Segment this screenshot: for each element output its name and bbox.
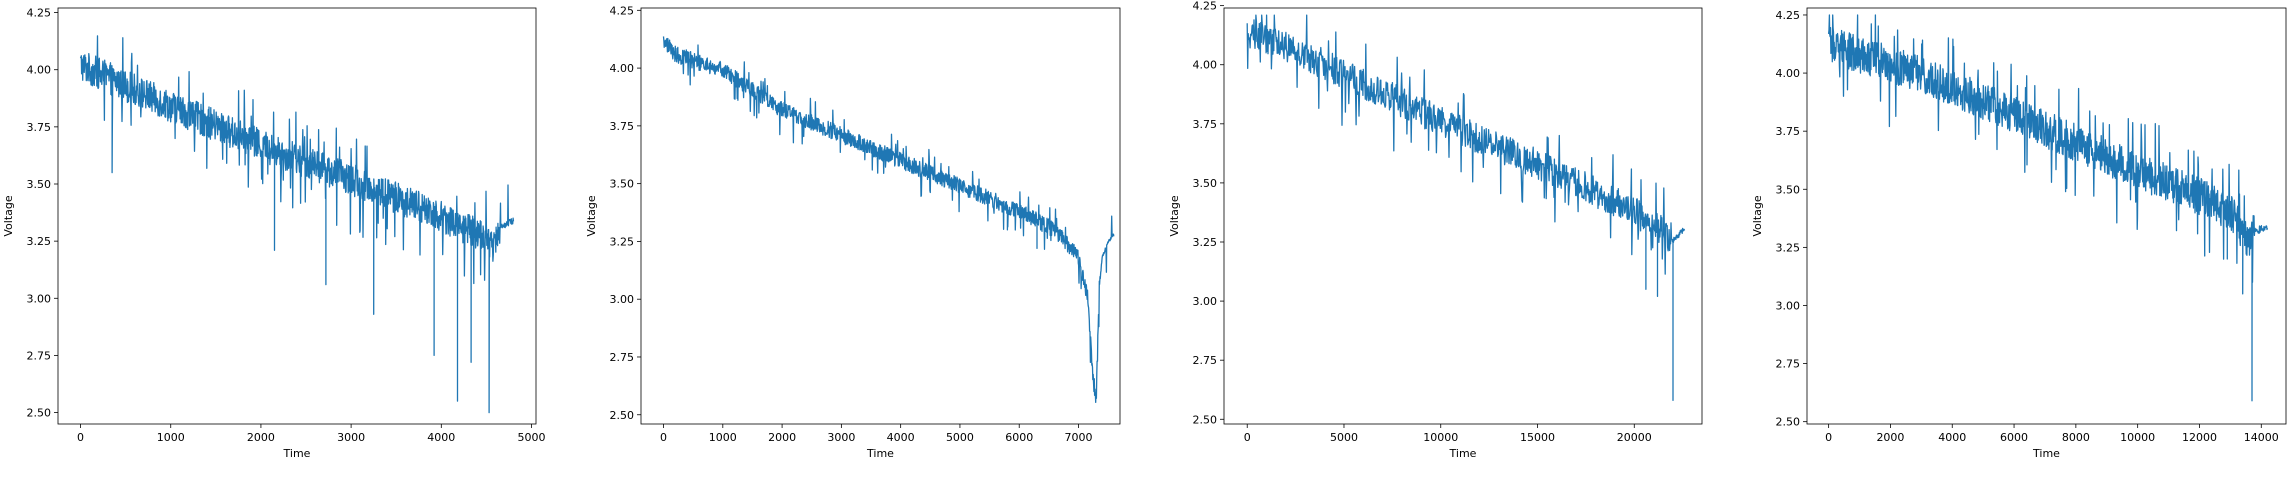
x-tick-label: 2000 xyxy=(1876,431,1904,444)
y-tick-label: 3.50 xyxy=(1776,183,1801,196)
x-tick-label: 5000 xyxy=(1330,431,1358,444)
y-tick-label: 4.00 xyxy=(27,64,52,77)
y-tick-label: 3.00 xyxy=(27,292,52,305)
x-tick-label: 6000 xyxy=(2000,431,2028,444)
plot-frame xyxy=(1806,7,2287,425)
y-tick-label: 2.75 xyxy=(27,349,52,362)
y-tick-label: 3.00 xyxy=(1776,299,1801,312)
x-tick-label: 15000 xyxy=(1520,431,1555,444)
y-tick-label: 3.75 xyxy=(610,120,635,133)
y-axis-label: Voltage xyxy=(2,195,15,236)
y-tick-label: 2.75 xyxy=(1193,354,1218,367)
y-tick-label: 3.50 xyxy=(27,178,52,191)
x-axis-label: Time xyxy=(2032,447,2060,460)
y-axis-label: Voltage xyxy=(585,195,598,236)
x-tick-label: 4000 xyxy=(887,431,915,444)
y-tick-label: 3.50 xyxy=(610,178,635,191)
x-axis-ticks: 0 1000 2000 3000 4000 5000 xyxy=(77,424,545,444)
voltage-time-plot-2: 0 1000 2000 3000 4000 5000 6000 7000 2.50 2.75 3.… xyxy=(585,4,1121,460)
x-tick-label: 12000 xyxy=(2182,431,2217,444)
x-axis-ticks: 0 5000 10000 15000 20000 xyxy=(1244,424,1652,444)
x-tick-label: 1000 xyxy=(157,431,185,444)
x-tick-label: 4000 xyxy=(1938,431,1966,444)
series-line xyxy=(79,35,515,414)
x-tick-label: 14000 xyxy=(2244,431,2279,444)
y-tick-label: 3.25 xyxy=(1193,236,1218,249)
y-tick-label: 3.00 xyxy=(610,293,635,306)
y-tick-label: 4.00 xyxy=(1193,59,1218,72)
x-tick-label: 6000 xyxy=(1005,431,1033,444)
y-tick-label: 2.50 xyxy=(610,409,635,422)
y-tick-label: 2.50 xyxy=(1776,416,1801,429)
plot-frame xyxy=(1223,7,1703,425)
y-tick-label: 3.75 xyxy=(1193,118,1218,131)
x-axis-ticks: 0 1000 2000 3000 4000 5000 6000 7000 xyxy=(660,424,1093,444)
series-line xyxy=(662,36,1115,404)
y-tick-label: 4.25 xyxy=(1776,9,1801,22)
x-tick-label: 0 xyxy=(1244,431,1251,444)
y-axis-ticks: 2.50 2.75 3.00 3.25 3.50 3.75 4.00 4.25 xyxy=(27,7,58,420)
y-tick-label: 3.50 xyxy=(1193,177,1218,190)
y-axis-ticks: 2.50 2.75 3.00 3.25 3.50 3.75 4.00 4.25 xyxy=(1776,9,1807,429)
y-tick-label: 4.00 xyxy=(1776,67,1801,80)
x-tick-label: 20000 xyxy=(1617,431,1652,444)
plot-frame xyxy=(57,7,537,425)
x-tick-label: 4000 xyxy=(427,431,455,444)
x-tick-label: 3000 xyxy=(337,431,365,444)
y-tick-label: 3.75 xyxy=(1776,125,1801,138)
x-axis-label: Time xyxy=(283,447,311,460)
x-tick-label: 2000 xyxy=(768,431,796,444)
y-tick-label: 2.75 xyxy=(610,351,635,364)
y-axis-ticks: 2.50 2.75 3.00 3.25 3.50 3.75 4.00 4.25 xyxy=(1193,0,1224,426)
y-tick-label: 3.25 xyxy=(1776,241,1801,254)
x-tick-label: 7000 xyxy=(1065,431,1093,444)
plot-frame xyxy=(640,7,1121,425)
y-axis-ticks: 2.50 2.75 3.00 3.25 3.50 3.75 4.00 4.25 xyxy=(610,4,641,422)
x-tick-label: 0 xyxy=(660,431,667,444)
y-axis-label: Voltage xyxy=(1168,195,1181,236)
x-tick-label: 10000 xyxy=(1423,431,1458,444)
x-axis-ticks: 0 2000 4000 6000 8000 10000 12000 14000 xyxy=(1825,424,2279,444)
x-axis-label: Time xyxy=(866,447,894,460)
y-tick-label: 4.25 xyxy=(1193,0,1218,13)
x-tick-label: 10000 xyxy=(2120,431,2155,444)
x-tick-label: 5000 xyxy=(946,431,974,444)
x-tick-label: 5000 xyxy=(517,431,545,444)
y-tick-label: 4.25 xyxy=(610,4,635,17)
x-tick-label: 8000 xyxy=(2062,431,2090,444)
y-axis-label: Voltage xyxy=(1751,195,1764,236)
y-tick-label: 2.75 xyxy=(1776,358,1801,371)
series-line xyxy=(1827,14,2268,402)
y-tick-label: 4.25 xyxy=(27,7,52,20)
y-tick-label: 3.75 xyxy=(27,121,52,134)
voltage-time-plot-1: 0 1000 2000 3000 4000 5000 2.50 2.75 3.00 3.25 3.… xyxy=(2,7,545,460)
x-tick-label: 1000 xyxy=(709,431,737,444)
x-tick-label: 0 xyxy=(77,431,84,444)
y-tick-label: 2.50 xyxy=(27,407,52,420)
series-line xyxy=(1246,14,1686,402)
x-tick-label: 3000 xyxy=(827,431,855,444)
x-tick-label: 0 xyxy=(1825,431,1832,444)
x-tick-label: 2000 xyxy=(247,431,275,444)
y-tick-label: 3.25 xyxy=(27,235,52,248)
y-tick-label: 3.25 xyxy=(610,235,635,248)
y-tick-label: 4.00 xyxy=(610,62,635,75)
x-axis-label: Time xyxy=(1449,447,1477,460)
y-tick-label: 3.00 xyxy=(1193,295,1218,308)
voltage-time-plot-3: 0 5000 10000 15000 20000 2.50 2.75 3.00 3.25 3.5… xyxy=(1168,0,1703,460)
y-tick-label: 2.50 xyxy=(1193,413,1218,426)
voltage-time-plot-4: 0 2000 4000 6000 8000 10000 12000 14000 2.50 2.7… xyxy=(1751,7,2287,460)
